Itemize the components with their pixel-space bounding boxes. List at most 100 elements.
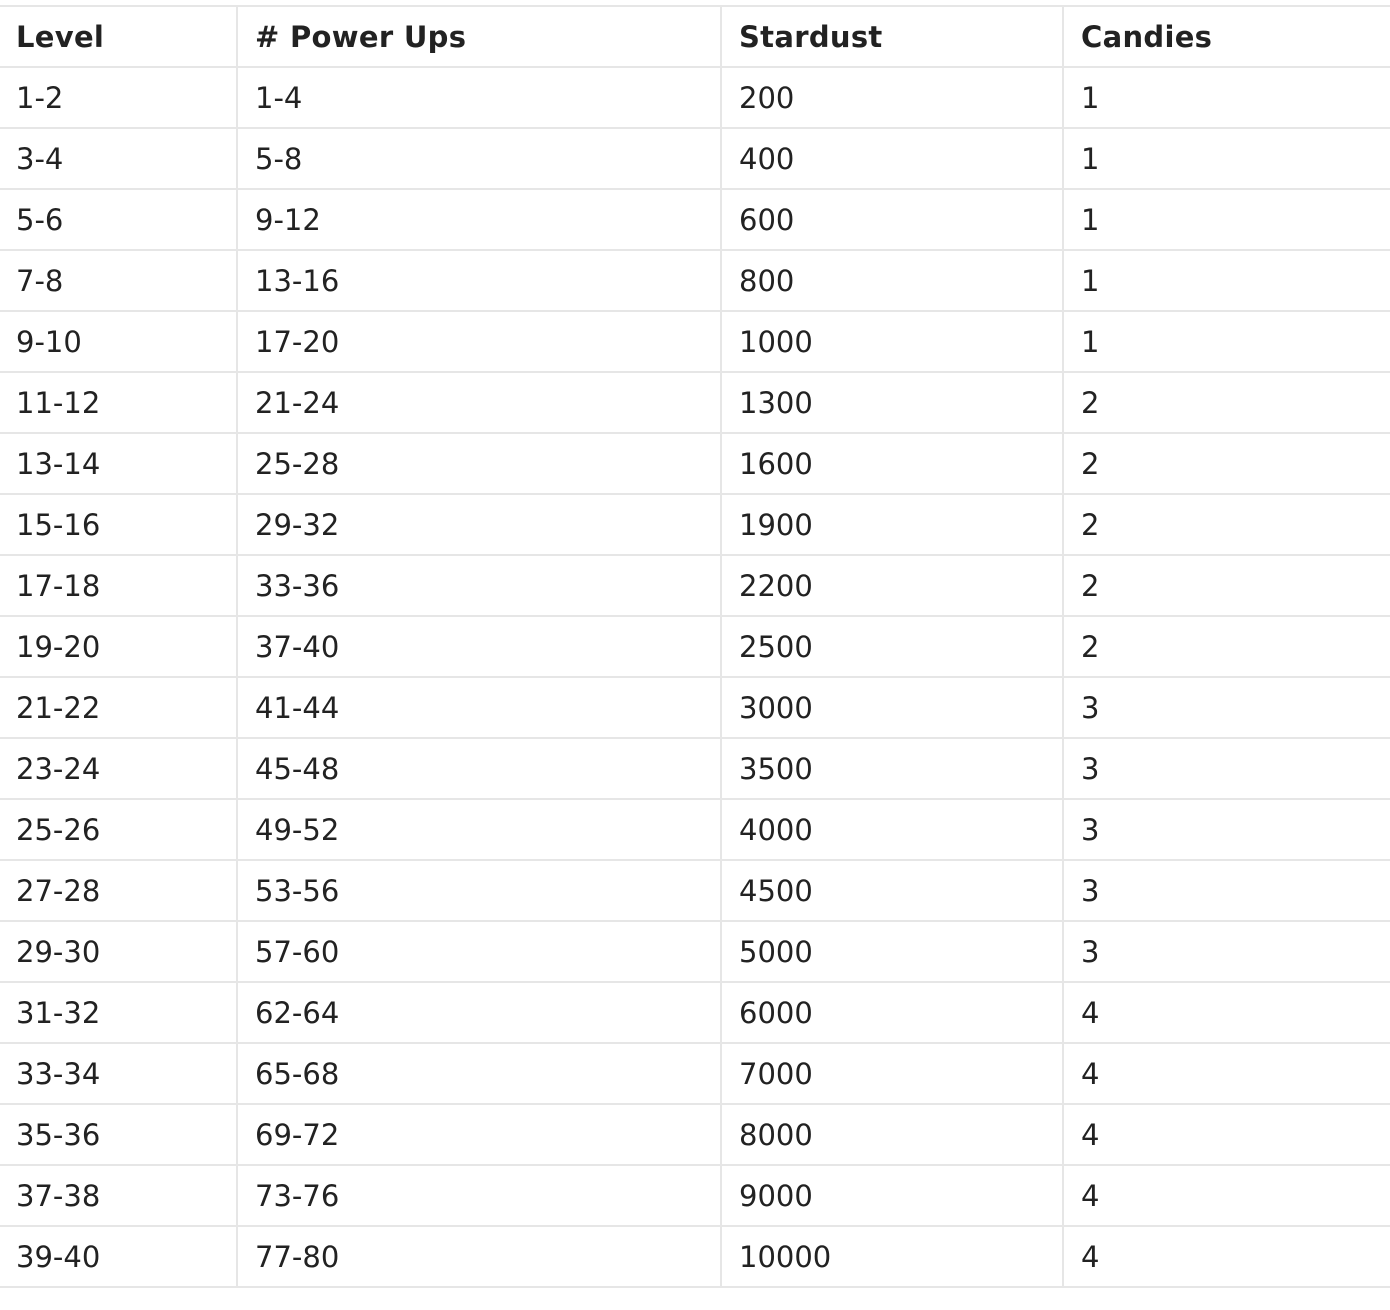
cell-stardust: 4000 (720, 799, 1063, 861)
table-row: 11-12 21-24 1300 2 (0, 372, 1390, 434)
cell-level: 21-22 (0, 677, 237, 739)
power-up-cost-table-container: Level # Power Ups Stardust Candies 1-2 1-… (0, 5, 1390, 1288)
cell-candies: 3 (1062, 677, 1390, 739)
cell-power-ups: 9-12 (236, 189, 721, 251)
table-header: Level # Power Ups Stardust Candies (0, 5, 1390, 68)
cell-stardust: 10000 (720, 1226, 1063, 1288)
cell-candies: 2 (1062, 494, 1390, 556)
table-body: 1-2 1-4 200 1 3-4 5-8 400 1 5-6 9-12 600 1 7-8 13-16 8… (0, 67, 1390, 1288)
table-row: 31-32 62-64 6000 4 (0, 982, 1390, 1044)
cell-level: 15-16 (0, 494, 237, 556)
table-row: 13-14 25-28 1600 2 (0, 433, 1390, 495)
table-row: 23-24 45-48 3500 3 (0, 738, 1390, 800)
cell-candies: 4 (1062, 1104, 1390, 1166)
cell-power-ups: 45-48 (236, 738, 721, 800)
table-row: 19-20 37-40 2500 2 (0, 616, 1390, 678)
cell-level: 5-6 (0, 189, 237, 251)
cell-level: 39-40 (0, 1226, 237, 1288)
cell-power-ups: 17-20 (236, 311, 721, 373)
cell-candies: 3 (1062, 921, 1390, 983)
table-row: 25-26 49-52 4000 3 (0, 799, 1390, 861)
table-row: 1-2 1-4 200 1 (0, 67, 1390, 129)
cell-level: 35-36 (0, 1104, 237, 1166)
cell-stardust: 1000 (720, 311, 1063, 373)
cell-stardust: 200 (720, 67, 1063, 129)
cell-stardust: 4500 (720, 860, 1063, 922)
cell-stardust: 3000 (720, 677, 1063, 739)
header-row: Level # Power Ups Stardust Candies (0, 5, 1390, 68)
cell-power-ups: 57-60 (236, 921, 721, 983)
table-row: 29-30 57-60 5000 3 (0, 921, 1390, 983)
cell-stardust: 5000 (720, 921, 1063, 983)
table-row: 39-40 77-80 10000 4 (0, 1226, 1390, 1288)
table-row: 21-22 41-44 3000 3 (0, 677, 1390, 739)
cell-stardust: 7000 (720, 1043, 1063, 1105)
cell-power-ups: 69-72 (236, 1104, 721, 1166)
cell-level: 17-18 (0, 555, 237, 617)
table-row: 33-34 65-68 7000 4 (0, 1043, 1390, 1105)
table-row: 7-8 13-16 800 1 (0, 250, 1390, 312)
cell-level: 1-2 (0, 67, 237, 129)
cell-level: 23-24 (0, 738, 237, 800)
column-header-power-ups: # Power Ups (236, 5, 721, 68)
cell-candies: 1 (1062, 67, 1390, 129)
column-header-stardust: Stardust (720, 5, 1063, 68)
cell-stardust: 3500 (720, 738, 1063, 800)
table-row: 3-4 5-8 400 1 (0, 128, 1390, 190)
cell-power-ups: 53-56 (236, 860, 721, 922)
cell-stardust: 2200 (720, 555, 1063, 617)
cell-candies: 3 (1062, 799, 1390, 861)
cell-candies: 2 (1062, 616, 1390, 678)
cell-candies: 1 (1062, 250, 1390, 312)
cell-stardust: 1300 (720, 372, 1063, 434)
table-row: 27-28 53-56 4500 3 (0, 860, 1390, 922)
cell-power-ups: 37-40 (236, 616, 721, 678)
cell-power-ups: 1-4 (236, 67, 721, 129)
cell-stardust: 600 (720, 189, 1063, 251)
table-row: 5-6 9-12 600 1 (0, 189, 1390, 251)
cell-candies: 2 (1062, 433, 1390, 495)
cell-candies: 4 (1062, 1226, 1390, 1288)
cell-power-ups: 77-80 (236, 1226, 721, 1288)
table-row: 17-18 33-36 2200 2 (0, 555, 1390, 617)
cell-stardust: 2500 (720, 616, 1063, 678)
table-row: 9-10 17-20 1000 1 (0, 311, 1390, 373)
column-header-candies: Candies (1062, 5, 1390, 68)
cell-candies: 2 (1062, 555, 1390, 617)
cell-level: 11-12 (0, 372, 237, 434)
cell-level: 31-32 (0, 982, 237, 1044)
cell-candies: 1 (1062, 128, 1390, 190)
cell-candies: 3 (1062, 860, 1390, 922)
cell-candies: 1 (1062, 189, 1390, 251)
power-up-cost-table: Level # Power Ups Stardust Candies 1-2 1-… (0, 5, 1390, 1288)
cell-candies: 4 (1062, 1043, 1390, 1105)
table-row: 35-36 69-72 8000 4 (0, 1104, 1390, 1166)
cell-level: 9-10 (0, 311, 237, 373)
cell-candies: 3 (1062, 738, 1390, 800)
cell-power-ups: 25-28 (236, 433, 721, 495)
cell-candies: 1 (1062, 311, 1390, 373)
cell-power-ups: 21-24 (236, 372, 721, 434)
cell-level: 3-4 (0, 128, 237, 190)
cell-level: 25-26 (0, 799, 237, 861)
cell-power-ups: 5-8 (236, 128, 721, 190)
cell-stardust: 400 (720, 128, 1063, 190)
cell-level: 29-30 (0, 921, 237, 983)
cell-power-ups: 13-16 (236, 250, 721, 312)
cell-stardust: 1900 (720, 494, 1063, 556)
cell-stardust: 1600 (720, 433, 1063, 495)
cell-power-ups: 33-36 (236, 555, 721, 617)
cell-level: 37-38 (0, 1165, 237, 1227)
cell-stardust: 8000 (720, 1104, 1063, 1166)
cell-stardust: 9000 (720, 1165, 1063, 1227)
cell-stardust: 6000 (720, 982, 1063, 1044)
cell-power-ups: 62-64 (236, 982, 721, 1044)
cell-candies: 2 (1062, 372, 1390, 434)
cell-power-ups: 65-68 (236, 1043, 721, 1105)
cell-level: 19-20 (0, 616, 237, 678)
cell-level: 13-14 (0, 433, 237, 495)
cell-candies: 4 (1062, 1165, 1390, 1227)
cell-candies: 4 (1062, 982, 1390, 1044)
cell-stardust: 800 (720, 250, 1063, 312)
cell-power-ups: 49-52 (236, 799, 721, 861)
